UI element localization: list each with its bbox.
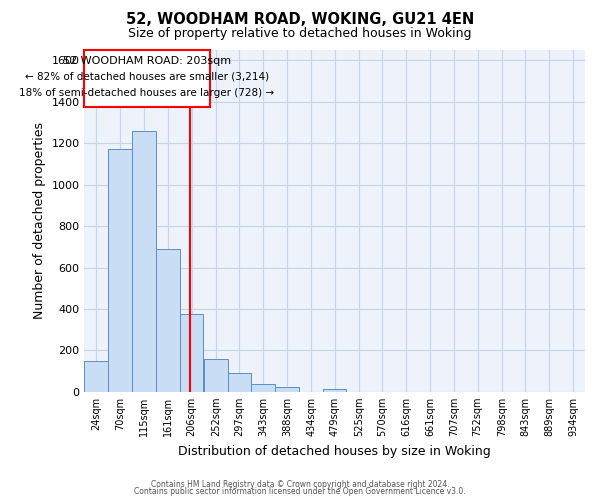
Text: Contains public sector information licensed under the Open Government Licence v3: Contains public sector information licen…: [134, 487, 466, 496]
Bar: [275, 387, 299, 392]
Text: 52 WOODHAM ROAD: 203sqm: 52 WOODHAM ROAD: 203sqm: [63, 56, 231, 66]
Bar: [228, 373, 251, 392]
Bar: [156, 249, 180, 392]
Bar: [251, 384, 275, 392]
Text: ← 82% of detached houses are smaller (3,214): ← 82% of detached houses are smaller (3,…: [25, 72, 269, 82]
Text: 18% of semi-detached houses are larger (728) →: 18% of semi-detached houses are larger (…: [19, 88, 275, 98]
Text: Contains HM Land Registry data © Crown copyright and database right 2024.: Contains HM Land Registry data © Crown c…: [151, 480, 449, 489]
Bar: [323, 389, 346, 392]
Text: Size of property relative to detached houses in Woking: Size of property relative to detached ho…: [128, 28, 472, 40]
Bar: [85, 50, 210, 107]
Text: 52, WOODHAM ROAD, WOKING, GU21 4EN: 52, WOODHAM ROAD, WOKING, GU21 4EN: [126, 12, 474, 28]
Y-axis label: Number of detached properties: Number of detached properties: [33, 122, 46, 320]
Bar: [133, 131, 156, 392]
Bar: [109, 150, 132, 392]
Bar: [180, 314, 203, 392]
Bar: [85, 361, 108, 392]
X-axis label: Distribution of detached houses by size in Woking: Distribution of detached houses by size …: [178, 444, 491, 458]
Bar: [204, 358, 227, 392]
